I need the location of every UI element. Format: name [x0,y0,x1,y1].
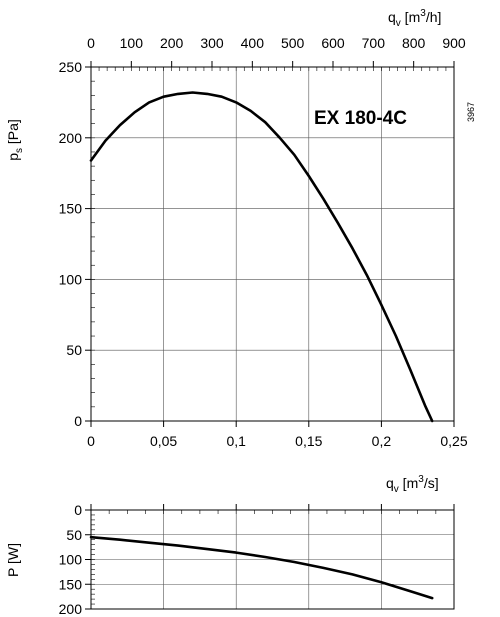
top-x-tick-label: 500 [281,35,305,51]
power-curve [89,535,434,600]
power-y-tick-label: 50 [66,527,82,543]
x-tick-label: 0,2 [372,433,392,449]
top-x-axis-title: qv [m3/h] [388,8,441,29]
power-y-tick-label: 200 [59,601,83,617]
x-tick-label: 0,1 [226,433,246,449]
top-x-tick-label: 300 [200,35,224,51]
x-tick-label: 0,15 [295,433,322,449]
top-x-tick-label: 200 [160,35,184,51]
y-tick-label: 0 [74,413,82,429]
top-x-tick-label: 0 [87,35,95,51]
x-tick-label: 0 [87,433,95,449]
power-plot-frame [90,509,455,610]
y-tick-label: 150 [59,201,83,217]
top-x-tick-label: 700 [362,35,386,51]
bottom-x-axis-title: qv [m3/s] [386,474,439,495]
pressure-curve [89,91,434,423]
top-x-tick-label: 100 [120,35,144,51]
top-x-tick-label: 900 [442,35,466,51]
code-label: 3967 [466,102,476,122]
power-y-tick-label: 100 [59,552,83,568]
y-tick-label: 250 [59,59,83,75]
top-x-tick-label: 800 [402,35,426,51]
pressure-plot-frame [90,66,455,422]
pressure-axis-title: ps [Pa] [5,119,25,161]
x-tick-label: 0,25 [440,433,467,449]
power-y-tick-label: 150 [59,576,83,592]
top-x-tick-label: 600 [321,35,345,51]
power-axis-title: P [W] [5,543,21,577]
y-tick-label: 200 [59,130,83,146]
y-tick-label: 100 [59,271,83,287]
model-label: EX 180-4C [314,108,407,129]
top-x-tick-label: 400 [241,35,265,51]
y-tick-label: 50 [66,342,82,358]
x-tick-label: 0,05 [150,433,177,449]
power-y-tick-label: 0 [74,502,82,518]
